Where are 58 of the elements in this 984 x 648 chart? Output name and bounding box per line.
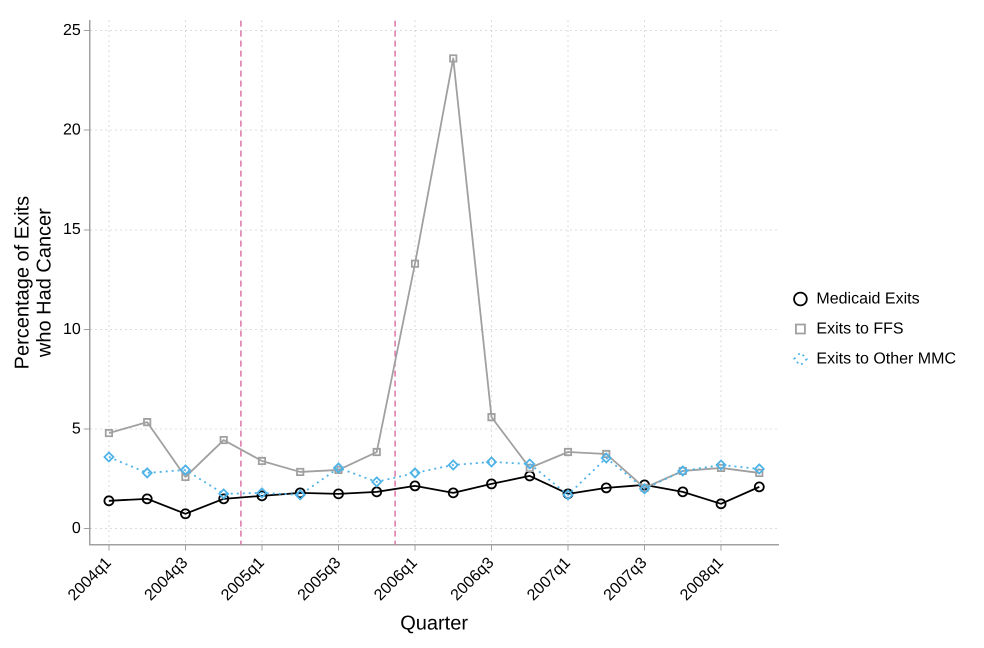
point	[526, 464, 534, 472]
legend-label: Exits to FFS	[816, 320, 904, 338]
point	[104, 495, 114, 506]
point	[639, 479, 650, 490]
point	[180, 464, 191, 476]
point	[487, 413, 496, 422]
point	[410, 480, 420, 492]
point	[410, 468, 420, 478]
point	[448, 487, 459, 498]
y-tick-label: 0	[72, 520, 81, 538]
legend-label: Medicaid Exits	[816, 290, 920, 308]
point	[181, 472, 190, 481]
point	[218, 493, 230, 504]
point	[716, 460, 726, 470]
point	[600, 452, 612, 464]
point	[372, 448, 381, 456]
point	[410, 260, 420, 268]
point	[449, 54, 458, 63]
point	[371, 476, 382, 488]
point	[334, 466, 343, 474]
point	[142, 493, 153, 504]
y-axis-title: Percentage of Exits who Had Cancer	[12, 196, 56, 370]
point	[602, 450, 610, 458]
point	[256, 487, 268, 498]
point	[677, 486, 688, 498]
point	[754, 464, 765, 474]
point	[754, 481, 765, 492]
y-tick-label: 15	[63, 221, 81, 238]
point	[104, 452, 114, 462]
point	[256, 490, 268, 502]
point	[371, 486, 382, 498]
point	[524, 458, 536, 470]
point	[564, 448, 572, 456]
y-tick-label: 10	[63, 320, 81, 338]
point	[486, 478, 497, 490]
point	[486, 456, 497, 468]
point	[142, 468, 153, 478]
point	[716, 464, 726, 472]
point	[104, 429, 114, 438]
y-tick-label: 25	[63, 22, 81, 39]
y-tick-label: 5	[72, 420, 81, 438]
point	[600, 482, 612, 494]
point	[218, 488, 230, 500]
y-tick-label: 20	[63, 122, 81, 139]
point	[143, 418, 152, 426]
legend-label: Exits to Other MMC	[816, 350, 956, 368]
point	[333, 488, 344, 500]
point	[180, 508, 191, 520]
point	[333, 462, 344, 474]
point	[296, 468, 304, 476]
x-axis-title: Quarter	[400, 612, 468, 635]
point	[524, 470, 536, 482]
point	[639, 483, 650, 494]
point	[220, 436, 228, 444]
point	[448, 460, 459, 470]
point	[258, 456, 266, 466]
point	[755, 468, 764, 478]
point	[716, 498, 726, 510]
